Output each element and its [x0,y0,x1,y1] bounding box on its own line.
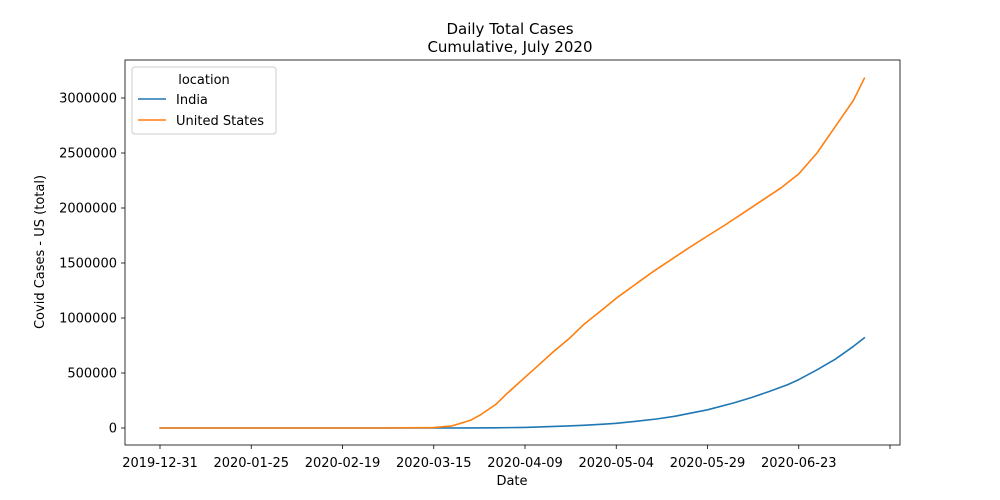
legend-label-india: India [176,93,208,108]
y-tick-label: 3000000 [59,92,117,107]
y-axis-label: Covid Cases - US (total) [33,175,48,329]
y-tick-label: 500000 [67,367,117,382]
y-tick-label: 1500000 [59,257,117,272]
legend-frame [131,66,277,135]
x-tick-label: 2020-03-15 [396,456,472,471]
plot-frame [124,59,901,446]
x-tick-label: 2019-12-31 [122,456,198,471]
y-tick-label: 2000000 [59,202,117,217]
y-tick-label: 1000000 [59,312,117,327]
x-tick-label: 2020-02-19 [305,456,381,471]
legend: location India United States [131,66,277,135]
x-axis-label: Date [496,474,527,489]
chart-subtitle: Cumulative, July 2020 [427,38,592,56]
y-tick-label: 2500000 [59,147,117,162]
y-axis-ticks: 0 500000 1000000 1500000 2000000 2500000 30000… [59,92,125,437]
x-tick-label: 2020-01-25 [213,456,289,471]
x-tick-label: 2020-06-23 [761,456,837,471]
series-line-united-states [159,77,866,429]
x-axis-ticks: 2019-12-31 2020-01-25 2020-02-19 2020-03-15… [122,445,891,471]
series-layer [159,77,866,429]
x-tick-label: 2020-04-09 [487,456,563,471]
legend-title: location [178,73,230,88]
x-tick-label: 2020-05-29 [670,456,746,471]
y-tick-label: 0 [109,422,117,437]
chart-title: Daily Total Cases [446,20,573,38]
series-line-india [159,336,866,429]
x-tick-label: 2020-05-04 [578,456,654,471]
legend-label-united-states: United States [176,114,264,129]
